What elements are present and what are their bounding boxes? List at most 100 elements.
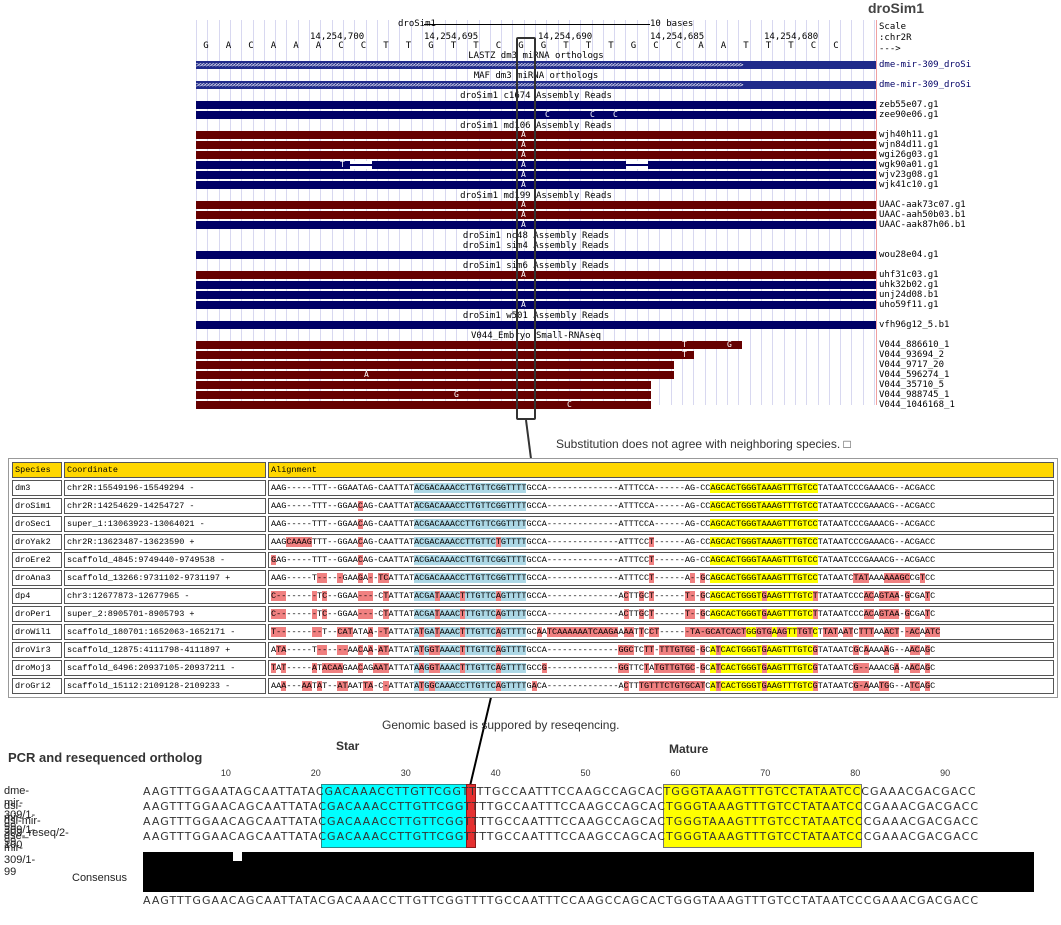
item-label[interactable]: wjk41c10.g1	[879, 180, 939, 190]
item-label[interactable]: V044_9717_20	[879, 360, 945, 370]
header-coordinate: Coordinate	[64, 462, 266, 478]
species-cell: droPer1	[12, 606, 62, 622]
item-label[interactable]: UAAC-aak73c07.g1	[879, 200, 966, 210]
mature-region	[663, 784, 862, 848]
item-label[interactable]: uhf31c03.g1	[879, 270, 939, 280]
item-label[interactable]: UAAC-aak87h06.b1	[879, 220, 966, 230]
item-label[interactable]: wgi26g03.g1	[879, 150, 939, 160]
resequencing-note: Genomic based is suppored by reseqencing…	[382, 718, 620, 732]
item-label[interactable]: V044_35710_5	[879, 380, 945, 390]
sequence-row: AAGTTTGGAACAGCAATTATACGACAAACCTTGTTCGGTT…	[143, 830, 980, 843]
item-label[interactable]: UAAC-aah50b03.b1	[879, 210, 966, 220]
table-row: droSec1 super_1:13063923-13064021 - AAG---…	[12, 516, 1054, 532]
item-label[interactable]: V044_886610_1	[879, 340, 950, 350]
coordinate-cell[interactable]: scaffold_4845:9749440-9749538 -	[64, 552, 266, 568]
mismatch-base: A	[364, 370, 369, 379]
star-label: Star	[336, 739, 360, 753]
coordinate-cell[interactable]: super_2:8905701-8905793 +	[64, 606, 266, 622]
scale-label: droSim1	[398, 19, 436, 29]
item-label[interactable]: wou28e04.g1	[879, 250, 939, 260]
alignment-cell: AAG-----TTT--GGAATAG-CAATTATACGACAAACCTT…	[268, 480, 1054, 496]
base-letter: C	[653, 41, 659, 51]
coordinate-cell[interactable]: chr2R:15549196-15549294 -	[64, 480, 266, 496]
base-letter: C	[248, 41, 254, 51]
base-letter: T	[450, 41, 457, 51]
item-label[interactable]: zeb55e07.g1	[879, 100, 939, 110]
coordinate-cell[interactable]: super_1:13063923-13064021 -	[64, 516, 266, 532]
base-letter: A	[225, 41, 232, 51]
mismatch-base: A	[521, 150, 526, 159]
base-letter: C	[810, 41, 817, 51]
item-label[interactable]: V044_988745_1	[879, 390, 950, 400]
base-letter: G	[203, 41, 209, 51]
sequence-name[interactable]: dme-mir-309/1-99	[4, 785, 36, 833]
sequence-name[interactable]: dsi-mir-309_reseq/2-100	[4, 815, 69, 851]
browser-title: droSim1	[868, 0, 925, 16]
item-label[interactable]: wjh40h11.g1	[879, 130, 939, 140]
mismatch-base: C	[613, 110, 618, 119]
coordinate-cell[interactable]: chr2R:14254629-14254727 -	[64, 498, 266, 514]
sequence-name[interactable]: dsi-mir-309/1-99	[4, 800, 36, 848]
sequence-row: AAGTTTGGAACAGCAATTATACGACAAACCTTGTTCGGTT…	[143, 815, 980, 828]
genome-browser: droSim1 10 bases Scale:chr2R ---> 14,254,700…	[0, 0, 1061, 410]
item-label[interactable]: uho59f11.g1	[879, 300, 939, 310]
read-bar	[196, 301, 876, 309]
read-bar	[196, 361, 674, 369]
item-label[interactable]: dme-mir-309_droSi	[879, 60, 972, 70]
mismatch-base: A	[521, 300, 526, 309]
read-bar	[196, 151, 876, 159]
base-letter: C	[495, 41, 502, 51]
base-letter: G	[540, 41, 547, 51]
ruler-position: 14,254,695	[424, 32, 479, 42]
consensus-sequence: AAGTTTGGAACAGCAATTATACGACAAACCTTGTTCGGTT…	[143, 894, 980, 907]
table-row: droEre2 scaffold_4845:9749440-9749538 - GA…	[12, 552, 1054, 568]
coordinate-cell[interactable]: scaffold_180701:1652063-1652171 -	[64, 624, 266, 640]
header-alignment: Alignment	[268, 462, 1054, 478]
ruler-position: 14,254,680	[764, 32, 819, 42]
species-cell: droSim1	[12, 498, 62, 514]
item-label[interactable]: V044_93694_2	[879, 350, 945, 360]
scale-bases: 10 bases	[650, 19, 694, 29]
coordinate-cell[interactable]: scaffold_6496:20937105-20937211 -	[64, 660, 266, 676]
scale-right-label: Scale	[879, 22, 907, 32]
species-cell: droWil1	[12, 624, 62, 640]
coordinate-cell[interactable]: scaffold_12875:4111798-4111897 +	[64, 642, 266, 658]
mismatch-base: T	[340, 160, 345, 169]
sequence-name[interactable]: dse-mir-309/1-99	[4, 830, 36, 878]
item-label[interactable]: dme-mir-309_droSi	[879, 80, 972, 90]
alignment-cell: ATA-----T------AACAA-ATATTATATGGTAAACTTT…	[268, 642, 1054, 658]
item-label[interactable]: wjn84d11.g1	[879, 140, 939, 150]
base-letter: A	[315, 41, 322, 51]
item-label[interactable]: vfh96g12_5.b1	[879, 320, 950, 330]
read-bar	[196, 181, 876, 189]
ruler-position: 14,254,700	[310, 32, 365, 42]
scale-right-label: :chr2R	[879, 33, 912, 43]
mismatch-base: A	[521, 200, 526, 209]
alignment-cell: AAA---AATAT--ATAATTA-C-ATTATATGGCAAACCTT…	[268, 678, 1054, 694]
alignment-cell: AAG-----T-----GAAGA--TCATTATACGACAAACCTT…	[268, 570, 1054, 586]
coordinate-cell[interactable]: scaffold_15112:2109128-2109233 -	[64, 678, 266, 694]
mismatch-base: A	[521, 210, 526, 219]
sequence-row: AAGTTTGGAATAGCAATTATACGACAAACCTTGTTCGGTT…	[143, 785, 977, 798]
coordinate-cell[interactable]: scaffold_13266:9731102-9731197 +	[64, 570, 266, 586]
ruler-position: 14,254,690	[538, 32, 593, 42]
item-label[interactable]: unj24d08.b1	[879, 290, 939, 300]
table-row: dm3 chr2R:15549196-15549294 - AAG-----TTT-…	[12, 480, 1054, 496]
coordinate-cell[interactable]: chr3:12677873-12677965 -	[64, 588, 266, 604]
read-bar	[196, 201, 876, 209]
star-region	[321, 784, 471, 848]
consensus-dip	[233, 852, 242, 861]
table-row: droAna3 scaffold_13266:9731102-9731197 + A…	[12, 570, 1054, 586]
item-label[interactable]: V044_1046168_1	[879, 400, 955, 410]
species-cell: dp4	[12, 588, 62, 604]
item-label[interactable]: wjv23g08.g1	[879, 170, 939, 180]
item-label[interactable]: uhk32b02.g1	[879, 280, 939, 290]
read-bar: >>>>>>>>>>>>>>>>>>>>>>>>>>>>>>>>>>>>>>>>…	[196, 61, 876, 69]
mismatch-base: A	[521, 170, 526, 179]
item-label[interactable]: wgk90a01.g1	[879, 160, 939, 170]
base-letter: G	[428, 41, 434, 51]
item-label[interactable]: zee90e06.g1	[879, 110, 939, 120]
table-row: droSim1 chr2R:14254629-14254727 - AAG-----…	[12, 498, 1054, 514]
coordinate-cell[interactable]: chr2R:13623487-13623590 +	[64, 534, 266, 550]
item-label[interactable]: V044_596274_1	[879, 370, 950, 380]
